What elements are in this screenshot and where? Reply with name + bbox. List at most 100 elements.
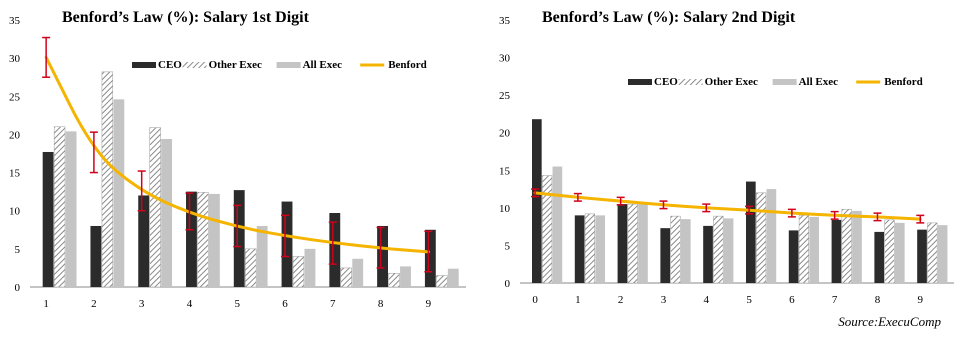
legend-label-all-exec: All Exec bbox=[303, 59, 343, 71]
bar-ceo-8 bbox=[874, 231, 885, 283]
y-tick-label: 25 bbox=[9, 91, 21, 103]
legend-swatch-ceo bbox=[132, 62, 156, 68]
chart-salary-2nd-digit: Benford’s Law (%): Salary 2nd Digit 0 5 10… bbox=[499, 9, 954, 306]
bar-other-exec-2 bbox=[627, 203, 638, 284]
legend-label-ceo: CEO bbox=[158, 59, 182, 71]
x-tick-label: 1 bbox=[43, 298, 49, 310]
y-tick-label: 0 bbox=[15, 282, 21, 294]
x-tick-label: 2 bbox=[618, 294, 624, 306]
bar-other-exec-1 bbox=[584, 213, 595, 284]
x-tick-label: 4 bbox=[187, 298, 193, 310]
bar-all-exec-6 bbox=[809, 216, 820, 283]
y-tick-label: 20 bbox=[9, 129, 21, 141]
bar-other-exec-6 bbox=[292, 256, 305, 288]
x-tick-label: 3 bbox=[139, 298, 145, 310]
legend-label-ceo: CEO bbox=[654, 76, 678, 88]
bar-other-exec-8 bbox=[388, 273, 400, 288]
bar-all-exec-9 bbox=[937, 225, 948, 283]
bar-ceo-9 bbox=[424, 229, 436, 287]
bar-all-exec-5 bbox=[256, 225, 268, 287]
legend: CEO Other Exec All Exec Benford bbox=[132, 59, 427, 71]
bar-other-exec-4 bbox=[197, 192, 209, 288]
bar-ceo-3 bbox=[138, 195, 150, 287]
bar-all-exec-7 bbox=[352, 258, 364, 287]
x-tick-label: 4 bbox=[704, 294, 710, 306]
bar-all-exec-9 bbox=[447, 268, 459, 287]
bar-ceo-4 bbox=[186, 191, 197, 287]
bar-all-exec-2 bbox=[638, 203, 648, 283]
bar-other-exec-3 bbox=[149, 127, 161, 288]
bar-ceo-8 bbox=[377, 225, 388, 287]
legend-swatch-ceo bbox=[628, 79, 652, 85]
y-tick-label: 35 bbox=[499, 15, 511, 27]
legend-label-other-exec: Other Exec bbox=[705, 76, 758, 88]
bar-ceo-5 bbox=[233, 190, 245, 287]
x-tick-label: 0 bbox=[532, 294, 538, 306]
y-tick-label: 30 bbox=[9, 53, 21, 65]
bar-all-exec-1 bbox=[595, 215, 606, 283]
x-tick-label: 8 bbox=[875, 294, 881, 306]
bar-ceo-3 bbox=[660, 228, 671, 283]
chart-title: Benford’s Law (%): Salary 1st Digit bbox=[62, 9, 310, 26]
legend-label-benford: Benford bbox=[388, 59, 427, 71]
x-tick-label: 6 bbox=[789, 294, 795, 306]
bar-all-exec-5 bbox=[766, 189, 777, 283]
x-tick-label: 7 bbox=[330, 298, 336, 310]
x-tick-label: 5 bbox=[234, 298, 240, 310]
bar-other-exec-1 bbox=[53, 126, 66, 288]
benford-line bbox=[533, 191, 922, 221]
y-tick-label: 5 bbox=[505, 240, 511, 252]
bar-other-exec-0 bbox=[542, 175, 553, 284]
bar-all-exec-7 bbox=[852, 210, 862, 283]
bar-all-exec-8 bbox=[400, 266, 411, 287]
bar-all-exec-4 bbox=[723, 218, 734, 283]
y-tick-label: 15 bbox=[9, 168, 21, 180]
y-tick-label: 10 bbox=[499, 203, 511, 215]
bar-all-exec-1 bbox=[65, 131, 77, 287]
bar-ceo-1 bbox=[574, 215, 585, 283]
bar-other-exec-8 bbox=[884, 219, 895, 284]
bar-all-exec-0 bbox=[552, 166, 563, 283]
x-tick-label: 6 bbox=[282, 298, 288, 310]
bar-other-exec-5 bbox=[245, 248, 257, 288]
bar-other-exec-2 bbox=[101, 71, 114, 288]
bar-other-exec-7 bbox=[841, 209, 852, 284]
legend-swatch-all-exec bbox=[276, 62, 301, 68]
y-tick-label: 25 bbox=[499, 90, 511, 102]
bar-other-exec-3 bbox=[670, 215, 681, 284]
x-tick-label: 9 bbox=[426, 298, 432, 310]
bar-other-exec-4 bbox=[713, 215, 724, 284]
bar-all-exec-3 bbox=[680, 219, 691, 283]
chart-salary-1st-digit: Benford’s Law (%): Salary 1st Digit 0 5 10… bbox=[9, 9, 466, 310]
legend-label-all-exec: All Exec bbox=[799, 76, 839, 88]
bar-ceo-7 bbox=[329, 213, 341, 287]
y-tick-label: 15 bbox=[499, 165, 511, 177]
y-tick-label: 20 bbox=[499, 128, 511, 140]
y-tick-label: 30 bbox=[499, 53, 511, 65]
x-tick-label: 5 bbox=[746, 294, 752, 306]
x-tick-label: 7 bbox=[832, 294, 838, 306]
legend-swatch-other-exec bbox=[182, 62, 207, 68]
bar-all-exec-3 bbox=[161, 139, 173, 287]
y-tick-label: 5 bbox=[15, 244, 21, 256]
bar-other-exec-5 bbox=[756, 192, 767, 284]
bar-ceo-5 bbox=[745, 181, 756, 283]
legend-label-benford: Benford bbox=[884, 76, 923, 88]
bar-ceo-9 bbox=[917, 229, 927, 283]
legend-label-other-exec: Other Exec bbox=[209, 59, 262, 71]
bar-ceo-6 bbox=[281, 201, 293, 287]
x-tick-label: 2 bbox=[91, 298, 97, 310]
y-tick-label: 10 bbox=[9, 206, 21, 218]
x-tick-label: 9 bbox=[918, 294, 924, 306]
bar-all-exec-4 bbox=[208, 193, 220, 287]
x-tick-label: 3 bbox=[661, 294, 667, 306]
bar-other-exec-7 bbox=[340, 267, 352, 288]
bar-all-exec-8 bbox=[894, 222, 905, 283]
y-tick-label: 35 bbox=[9, 15, 21, 27]
bar-other-exec-9 bbox=[436, 275, 448, 288]
y-tick-label: 0 bbox=[505, 278, 511, 290]
chart-title: Benford’s Law (%): Salary 2nd Digit bbox=[542, 9, 796, 26]
bar-other-exec-9 bbox=[927, 222, 938, 284]
bar-other-exec-6 bbox=[798, 215, 809, 284]
x-tick-label: 8 bbox=[378, 298, 384, 310]
